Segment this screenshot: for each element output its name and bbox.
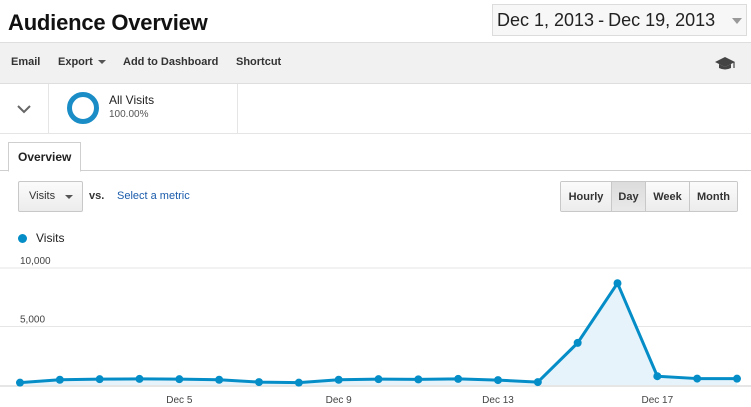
page-title: Audience Overview <box>8 10 208 35</box>
header: Audience Overview Dec 1, 2013 - Dec 19, … <box>0 0 751 42</box>
shortcut-label: Shortcut <box>236 56 282 68</box>
legend-label: Visits <box>36 231 65 245</box>
y-tick-label: 10,000 <box>20 256 51 267</box>
x-tick-label: Dec 9 <box>326 395 353 406</box>
date-start: Dec 1, 2013 <box>497 9 595 30</box>
segment-ring-icon <box>67 92 99 124</box>
x-tick-label: Dec 17 <box>641 395 673 406</box>
chevron-down-icon <box>65 195 73 199</box>
segment-all-visits[interactable]: All Visits 100.00% <box>49 84 238 134</box>
data-point <box>135 374 144 383</box>
granularity-month-button[interactable]: Month <box>690 182 737 211</box>
add-to-dashboard-label: Add to Dashboard <box>123 56 219 68</box>
segment-toggle[interactable] <box>0 84 49 134</box>
segment-bar: All Visits 100.00% <box>0 84 751 134</box>
segment-name: All Visits <box>109 93 155 107</box>
export-label: Export <box>58 56 93 68</box>
x-tick-label: Dec 13 <box>482 395 514 406</box>
legend-dot <box>18 233 27 243</box>
tabs-row: Overview <box>0 134 751 172</box>
data-point <box>255 378 263 387</box>
data-point <box>733 374 741 383</box>
graduation-cap-icon[interactable] <box>714 55 736 73</box>
chevron-down-icon <box>732 18 742 24</box>
export-button[interactable]: Export <box>58 56 106 68</box>
data-point <box>374 375 383 384</box>
data-point <box>55 375 64 384</box>
chart-controls: Visits vs. Select a metric Hourly Day We… <box>0 171 751 221</box>
y-tick-label: 5,000 <box>20 315 45 326</box>
email-button[interactable]: Email <box>11 56 40 68</box>
metric-select-value: Visits <box>29 190 56 202</box>
metric-select[interactable]: Visits <box>18 181 83 212</box>
data-point <box>693 374 702 383</box>
shortcut-button[interactable]: Shortcut <box>236 56 281 68</box>
granularity-toggle: Hourly Day Week Month <box>560 181 738 212</box>
granularity-day-button[interactable]: Day <box>612 182 646 211</box>
date-range-picker[interactable]: Dec 1, 2013 - Dec 19, 2013 <box>492 4 747 36</box>
data-point <box>613 279 622 288</box>
tab-overview[interactable]: Overview <box>8 142 82 172</box>
data-point <box>294 378 303 387</box>
add-to-dashboard-button[interactable]: Add to Dashboard <box>123 56 218 68</box>
toolbar: Email Export Add to Dashboard Shortcut <box>0 42 751 84</box>
data-point <box>215 375 224 384</box>
email-label: Email <box>11 56 41 68</box>
chevron-down-icon <box>17 104 31 113</box>
data-point <box>653 372 662 381</box>
x-tick-label: Dec 5 <box>166 395 193 406</box>
data-point <box>533 378 542 387</box>
data-point <box>334 375 343 384</box>
date-end: Dec 19, 2013 <box>608 9 716 30</box>
granularity-hourly-button[interactable]: Hourly <box>561 182 612 211</box>
series-area <box>20 283 737 385</box>
visits-chart: 10,000 5,000 Dec 5 Dec 9 Dec 13 Dec 17 <box>0 256 751 406</box>
data-point <box>16 378 24 387</box>
date-separator: - <box>598 9 605 30</box>
data-point <box>573 338 582 347</box>
chevron-down-icon <box>97 60 106 65</box>
data-point <box>454 374 463 383</box>
data-point <box>95 375 104 384</box>
granularity-week-button[interactable]: Week <box>646 182 690 211</box>
data-point <box>175 375 184 384</box>
data-point <box>414 375 423 384</box>
select-metric-link[interactable]: Select a metric <box>117 190 190 202</box>
segment-percent: 100.00% <box>109 109 149 120</box>
vs-label: vs. <box>89 190 105 202</box>
data-point <box>494 376 502 385</box>
chart-legend: Visits <box>18 230 64 246</box>
